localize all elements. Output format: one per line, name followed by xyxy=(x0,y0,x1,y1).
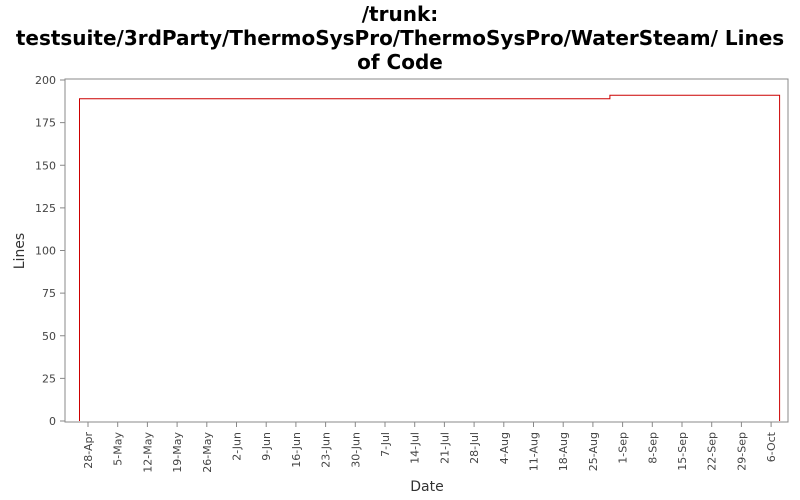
y-tick-label: 75 xyxy=(42,287,56,300)
x-axis: 28-Apr 5-May 12-May 19-May 26-May 2-Jun 9-Jun 1… xyxy=(82,422,778,473)
x-tick-label: 14-Jul xyxy=(409,432,422,464)
y-tick-label: 125 xyxy=(35,202,56,215)
x-tick-label: 11-Aug xyxy=(528,432,541,471)
y-tick-label: 150 xyxy=(35,159,56,172)
chart-title: /trunk: testsuite/3rdParty/ThermoSysPro/… xyxy=(0,2,800,74)
y-axis: 0 25 50 75 100 125 150 175 200 xyxy=(35,74,65,428)
chart-title-line-1: /trunk: xyxy=(361,2,439,26)
x-tick-label: 12-May xyxy=(141,432,154,473)
x-tick-label: 23-Jun xyxy=(320,432,333,468)
y-axis-label: Lines xyxy=(12,233,28,269)
x-tick-label: 6-Oct xyxy=(765,431,778,462)
x-axis-label: Date xyxy=(410,479,443,495)
plot-area xyxy=(64,78,789,423)
y-tick-label: 25 xyxy=(42,372,56,385)
chart-title-line-2: testsuite/3rdParty/ThermoSysPro/ThermoSy… xyxy=(15,26,785,50)
x-tick-label: 16-Jun xyxy=(290,432,303,468)
x-tick-label: 28-Apr xyxy=(82,432,95,469)
x-tick-label: 29-Sep xyxy=(735,432,748,471)
y-tick-label: 200 xyxy=(35,74,56,87)
x-tick-label: 5-May xyxy=(112,432,125,466)
series-layer xyxy=(79,94,781,421)
y-tick-label: 50 xyxy=(42,330,56,343)
x-tick-label: 4-Aug xyxy=(498,432,511,464)
x-tick-label: 7-Jul xyxy=(379,432,392,457)
series-line-lines-of-code xyxy=(79,94,781,421)
x-tick-label: 1-Sep xyxy=(617,432,630,464)
y-tick-label: 100 xyxy=(35,245,56,258)
x-tick-label: 15-Sep xyxy=(676,432,689,471)
x-tick-label: 2-Jun xyxy=(231,432,244,461)
y-tick-label: 0 xyxy=(49,415,56,428)
x-tick-label: 19-May xyxy=(171,432,184,473)
chart-title-line-3: of Code xyxy=(357,50,443,74)
x-tick-label: 9-Jun xyxy=(260,432,273,461)
x-tick-label: 18-Aug xyxy=(557,432,570,471)
x-tick-label: 21-Jul xyxy=(438,432,451,464)
x-tick-label: 26-May xyxy=(201,432,214,473)
x-tick-label: 25-Aug xyxy=(587,432,600,471)
x-tick-label: 30-Jun xyxy=(349,432,362,468)
x-tick-label: 22-Sep xyxy=(706,432,719,471)
x-tick-label: 28-Jul xyxy=(468,432,481,464)
y-tick-label: 175 xyxy=(35,117,56,130)
x-tick-label: 8-Sep xyxy=(646,432,659,464)
